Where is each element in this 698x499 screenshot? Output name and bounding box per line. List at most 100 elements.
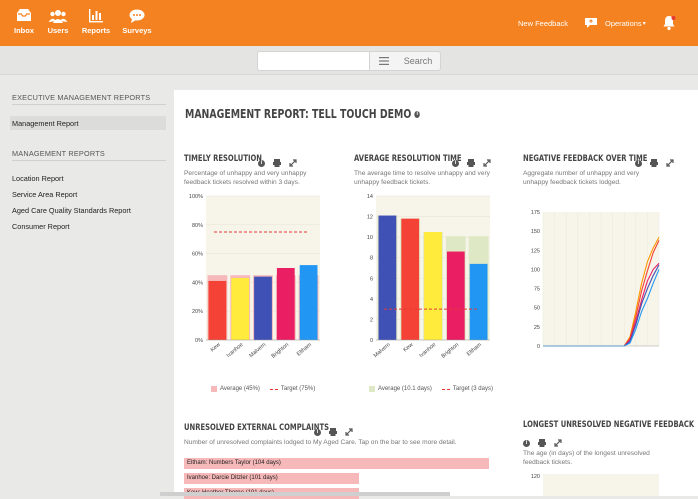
top-nav-bar: Inbox Users Reports Surveys New Feedback… xyxy=(0,0,698,46)
sidebar-item-service-area-report[interactable]: Service Area Report xyxy=(12,190,78,199)
info-icon[interactable]: i xyxy=(635,159,642,167)
bar xyxy=(446,251,465,340)
y-tick-label: 10 xyxy=(367,235,373,241)
nav-inbox[interactable]: Inbox xyxy=(1,8,47,35)
users-icon xyxy=(35,8,81,24)
avg-resolution-subtitle: The average time to resolve unhappy and … xyxy=(354,170,490,186)
feedback-flag-icon[interactable] xyxy=(584,0,598,46)
expand-icon[interactable] xyxy=(483,154,491,172)
panel-actions: i xyxy=(258,154,297,172)
new-feedback-link[interactable]: New Feedback xyxy=(518,18,569,28)
longest-unresolved-title: LONGEST UNRESOLVED NEGATIVE FEEDBACK xyxy=(523,420,695,430)
reports-icon xyxy=(73,8,119,24)
complaint-bar[interactable]: Eltham: Numbers Taylor (104 days) xyxy=(184,458,489,469)
bar xyxy=(276,268,295,340)
sidebar-item-aged-care-report[interactable]: Aged Care Quality Standards Report xyxy=(12,206,131,215)
surveys-icon xyxy=(114,8,160,24)
complaints-subtitle: Number of unresolved complaints lodged t… xyxy=(184,439,457,446)
timely-resolution-chart: 0% 20% 40% 60% 80% 100% Kew Ivanhoe Malvern Brigh… xyxy=(189,194,320,360)
bar xyxy=(424,232,442,340)
nav-surveys-label: Surveys xyxy=(122,26,152,35)
complaint-bar[interactable]: Ivanhoe: Darcie Ditzler (101 days) xyxy=(184,473,359,484)
timely-subtitle: Percentage of unhappy and very unhappy fe… xyxy=(184,170,307,186)
info-icon[interactable]: i xyxy=(452,159,459,167)
filter-menu-button[interactable] xyxy=(369,51,398,71)
x-tick-label: Ivanhoe xyxy=(418,342,437,359)
print-icon[interactable] xyxy=(538,434,546,452)
y-tick-label: 120 xyxy=(531,474,540,480)
y-tick-label: 175 xyxy=(531,210,540,216)
sidebar-item-location-report[interactable]: Location Report xyxy=(12,174,64,183)
y-tick-label: 4 xyxy=(370,297,373,303)
y-tick-label: 0 xyxy=(537,344,540,350)
x-tick-label: Kew xyxy=(402,342,414,353)
sidebar-item-management-report[interactable]: Management Report xyxy=(12,119,79,128)
search-input[interactable] xyxy=(257,51,370,71)
bar xyxy=(299,265,318,340)
negative-feedback-subtitle: Aggregate number of unhappy and very unha… xyxy=(523,170,640,186)
info-icon[interactable]: i xyxy=(414,111,421,118)
y-tick-label: 0% xyxy=(195,338,203,344)
notifications-bell-icon[interactable] xyxy=(662,0,676,46)
y-tick-label: 125 xyxy=(531,248,540,254)
info-icon[interactable]: i xyxy=(523,439,530,447)
print-icon[interactable] xyxy=(467,154,475,172)
expand-icon[interactable] xyxy=(345,423,353,441)
y-tick-label: 20% xyxy=(192,309,203,315)
y-tick-label: 100% xyxy=(189,194,203,200)
complaints-title: UNRESOLVED EXTERNAL COMPLAINTS xyxy=(184,423,330,433)
active-item-highlight xyxy=(10,116,166,130)
expand-icon[interactable] xyxy=(666,154,674,172)
negative-feedback-chart: 0 25 50 75 100 125 150 175 xyxy=(531,210,660,350)
search-bar: Search xyxy=(0,46,698,75)
search-button[interactable]: Search xyxy=(396,51,441,71)
timely-legend: Average (45%) Target (75%) xyxy=(211,386,315,392)
panel-actions: i xyxy=(523,434,562,452)
operations-dropdown[interactable]: Operations ▾ xyxy=(605,18,646,28)
y-tick-label: 14 xyxy=(367,194,373,200)
inbox-icon xyxy=(1,8,47,24)
y-tick-label: 8 xyxy=(370,256,373,262)
y-tick-label: 150 xyxy=(531,229,540,235)
y-tick-label: 0 xyxy=(370,338,373,344)
print-icon[interactable] xyxy=(650,154,658,172)
divider xyxy=(12,104,166,105)
info-icon[interactable]: i xyxy=(314,428,321,436)
print-icon[interactable] xyxy=(329,423,337,441)
nav-reports[interactable]: Reports xyxy=(73,8,119,35)
nav-reports-label: Reports xyxy=(81,26,111,35)
legend-target-swatch xyxy=(269,388,278,390)
x-tick-label: Kew xyxy=(210,342,222,353)
avg-resolution-title: AVERAGE RESOLUTION TIME xyxy=(354,154,462,164)
sidebar-item-consumer-report[interactable]: Consumer Report xyxy=(12,222,70,231)
y-tick-label: 60% xyxy=(192,252,203,258)
print-icon[interactable] xyxy=(273,154,281,172)
nav-users[interactable]: Users xyxy=(35,8,81,35)
horizontal-scrollbar[interactable] xyxy=(160,492,450,496)
x-tick-label: Malvern xyxy=(248,342,267,359)
exec-reports-heading: EXECUTIVE MANAGEMENT REPORTS xyxy=(12,93,151,102)
legend-average-swatch xyxy=(369,386,375,392)
panel-actions: i xyxy=(635,154,674,172)
expand-icon[interactable] xyxy=(554,434,562,452)
expand-icon[interactable] xyxy=(289,154,297,172)
avg-resolution-legend: Average (10.1 days) Target (3 days) xyxy=(369,386,493,392)
y-tick-label: 50 xyxy=(534,306,540,312)
y-tick-label: 80% xyxy=(192,223,203,229)
nav-surveys[interactable]: Surveys xyxy=(114,8,160,35)
y-tick-label: 100 xyxy=(531,267,540,273)
menu-lines-icon xyxy=(378,52,389,70)
y-tick-label: 2 xyxy=(370,317,373,323)
bar xyxy=(231,278,250,340)
info-icon[interactable]: i xyxy=(258,159,265,167)
longest-unresolved-chart: 120 xyxy=(531,474,659,496)
chevron-down-icon: ▾ xyxy=(642,20,646,27)
legend-average-swatch xyxy=(211,386,217,392)
bar xyxy=(469,263,488,340)
nav-inbox-label: Inbox xyxy=(14,26,34,35)
legend-target-swatch xyxy=(441,388,450,390)
bar xyxy=(208,280,227,340)
x-tick-label: Malvern xyxy=(373,342,392,359)
negative-feedback-title: NEGATIVE FEEDBACK OVER TIME xyxy=(523,154,648,164)
divider xyxy=(12,160,166,161)
